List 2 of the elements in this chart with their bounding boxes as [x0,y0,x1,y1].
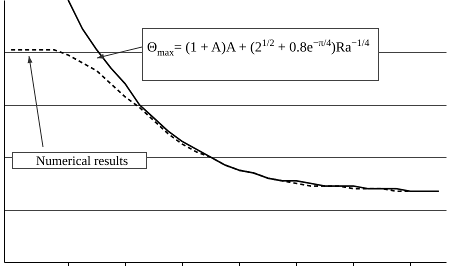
text-box: Numerical results [12,152,147,169]
text-box: Θ$_{max}$= (1 + A)A + (2$^{1/2}$ + 0.8e$^{−π/4}$)Ra$^{−1/4}$ [142,28,379,81]
